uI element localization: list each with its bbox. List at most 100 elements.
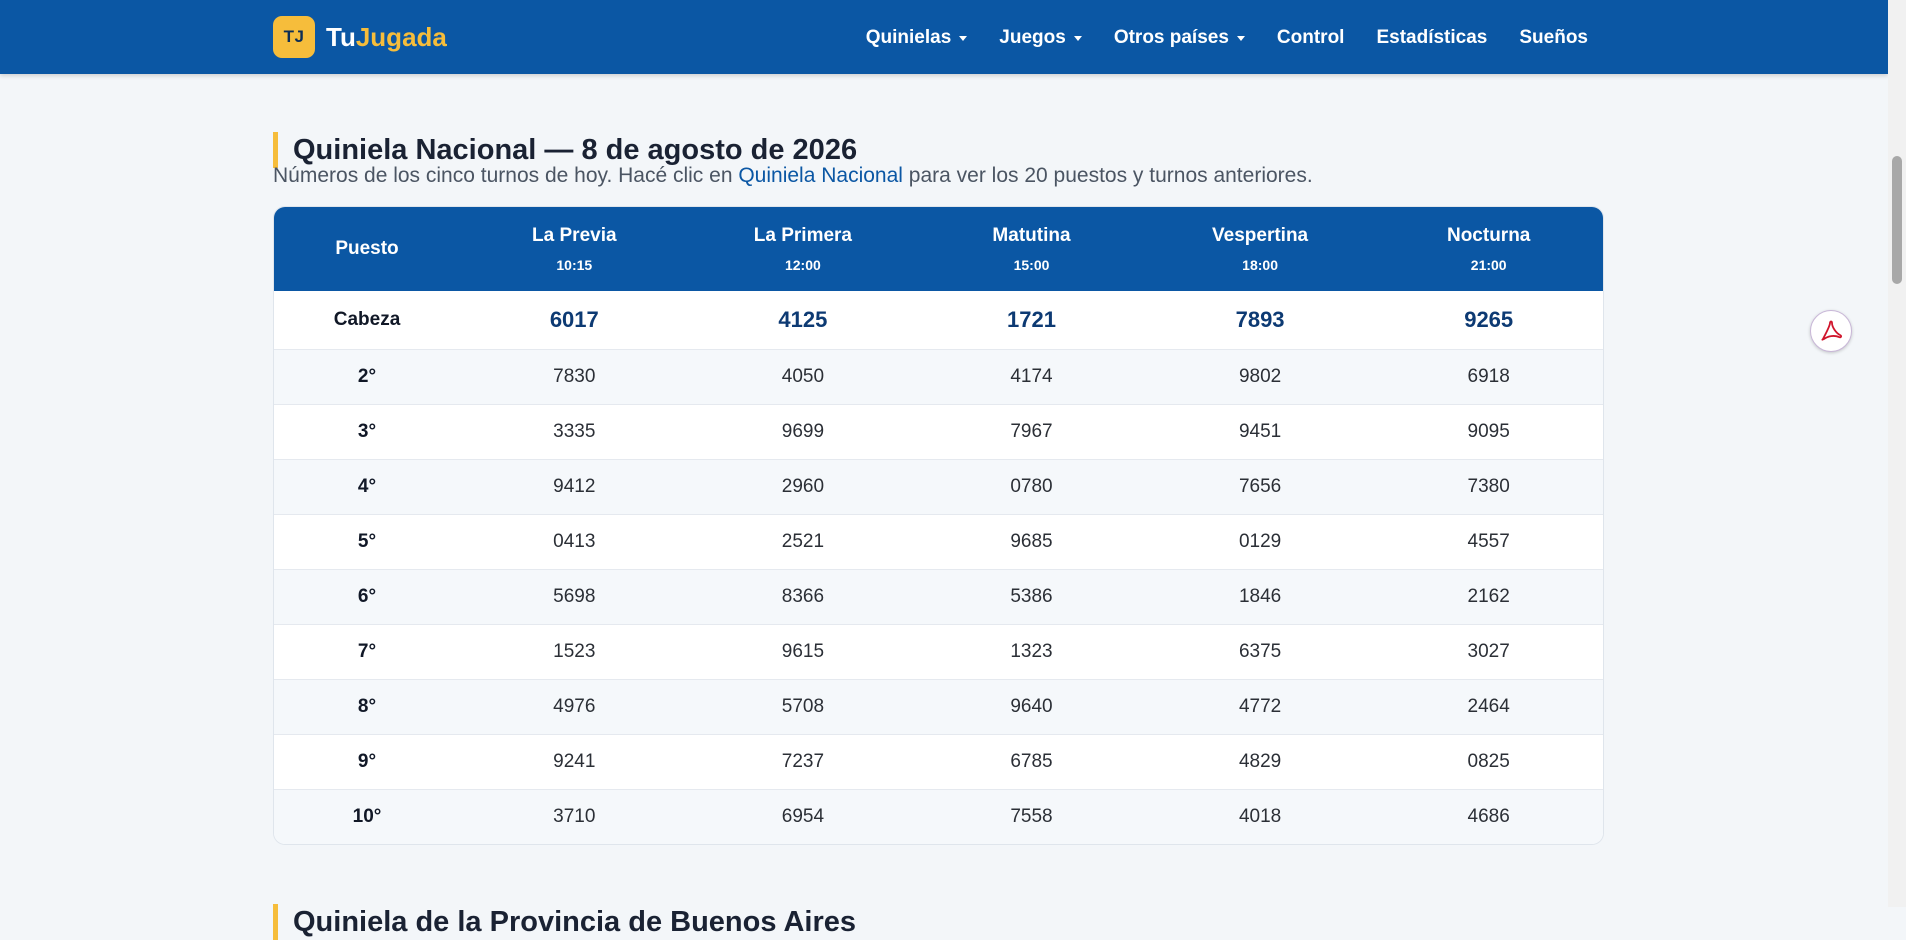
number-cell: 3027: [1374, 624, 1603, 680]
number-cell: 8366: [688, 569, 918, 625]
number-cell: 0825: [1374, 734, 1603, 790]
logo-text[interactable]: TuJugada: [326, 22, 447, 52]
nav-item-juegos[interactable]: Juegos: [999, 24, 1082, 52]
number-cell: 6375: [1145, 624, 1375, 680]
number-cell: 3335: [460, 404, 689, 460]
nav-item-control[interactable]: Control: [1277, 24, 1345, 52]
turno-name: La Primera: [753, 225, 852, 246]
puesto-cell: 5°: [274, 514, 460, 570]
number-cell: 9640: [917, 679, 1146, 735]
number-cell: 5708: [688, 679, 918, 735]
nav-item-estadísticas[interactable]: Estadísticas: [1376, 24, 1487, 52]
next-section-title: Quiniela de la Provincia de Buenos Aires: [273, 904, 856, 940]
turno-name: Vespertina: [1212, 225, 1309, 246]
logo-text-part1: Tu: [326, 22, 356, 52]
header-turno: La Primera 12:00: [688, 207, 918, 291]
number-cell: 1721: [1007, 307, 1056, 332]
number-cell: 4018: [1145, 789, 1375, 844]
number-cell: 9241: [460, 734, 689, 790]
number-cell: 1323: [917, 624, 1146, 680]
number-cell: 4976: [460, 679, 689, 735]
main-nav: Quinielas Juegos Otros países Control Estadí…: [834, 24, 1588, 52]
logo-badge[interactable]: TJ: [273, 16, 315, 58]
table-row: 7° 1523 9615 1323 6375 3027: [274, 624, 1603, 680]
number-cell: 4050: [688, 349, 918, 405]
number-cell: 6017: [549, 307, 599, 332]
number-cell: 0129: [1145, 514, 1375, 570]
header-turno: Nocturna 21:00: [1374, 207, 1603, 291]
intro-text-after: para ver los 20 puestos y turnos anterio…: [902, 164, 1313, 187]
quiniela-nacional-link[interactable]: Quiniela Nacional: [738, 164, 903, 187]
number-cell: 7380: [1374, 459, 1603, 515]
number-cell: 7558: [917, 789, 1146, 844]
page-title: Quiniela Nacional — 8 de agosto de 2026: [273, 132, 857, 169]
number-cell: 9265: [1464, 307, 1514, 332]
puesto-cell: 6°: [274, 569, 460, 625]
intro-text: Números de los cinco turnos de hoy. Hacé…: [273, 162, 1313, 190]
nav-item-label: Sueños: [1519, 27, 1588, 48]
scrollbar-thumb[interactable]: [1892, 156, 1902, 284]
nav-item-label: Otros países: [1113, 27, 1229, 48]
number-cell: 9699: [688, 404, 918, 460]
top-navbar: TJ TuJugada Quinielas Juegos Otros países C…: [0, 0, 1888, 74]
nav-item-quinielas[interactable]: Quinielas: [866, 24, 968, 52]
number-cell: 9412: [460, 459, 689, 515]
puesto-cell: 8°: [274, 679, 460, 735]
number-cell: 2521: [688, 514, 918, 570]
header-turno: La Previa 10:15: [460, 207, 689, 291]
puesto-cell: 4°: [274, 459, 460, 515]
number-cell: 2464: [1374, 679, 1603, 735]
intro-text-before: Números de los cinco turnos de hoy. Hacé…: [273, 164, 739, 187]
number-cell: 9802: [1145, 349, 1375, 405]
table-row: 4° 9412 2960 0780 7656 7380: [274, 459, 1603, 515]
number-cell: 9095: [1374, 404, 1603, 460]
number-cell: 4174: [917, 349, 1146, 405]
number-cell: 4686: [1374, 789, 1603, 844]
table-row: 8° 4976 5708 9640 4772 2464: [274, 679, 1603, 735]
table-row: 5° 0413 2521 9685 0129 4557: [274, 514, 1603, 570]
number-cell: 1523: [460, 624, 689, 680]
number-cell: 7893: [1235, 307, 1285, 332]
number-cell: 9685: [917, 514, 1146, 570]
puesto-cell: Cabeza: [333, 309, 401, 330]
chevron-down-icon: [1236, 35, 1245, 41]
chevron-down-icon: [1073, 35, 1082, 41]
table-row: 2° 7830 4050 4174 9802 6918: [274, 349, 1603, 405]
turno-time: 15:00: [1013, 257, 1050, 273]
nav-item-label: Control: [1276, 27, 1345, 48]
nav-item-sueños[interactable]: Sueños: [1519, 24, 1588, 52]
number-cell: 0413: [460, 514, 689, 570]
number-cell: 6785: [917, 734, 1146, 790]
number-cell: 7830: [460, 349, 689, 405]
number-cell: 6918: [1374, 349, 1603, 405]
table-row: 10° 3710 6954 7558 4018 4686: [274, 789, 1603, 844]
turno-name: La Previa: [532, 225, 617, 246]
number-cell: 4772: [1145, 679, 1375, 735]
header-puesto: Puesto: [274, 207, 460, 291]
nav-item-label: Quinielas: [865, 27, 952, 48]
number-cell: 4125: [778, 307, 828, 332]
pdf-button[interactable]: [1810, 310, 1852, 352]
turno-name: Matutina: [992, 225, 1071, 246]
number-cell: 7656: [1145, 459, 1375, 515]
table-row: Cabeza 6017 4125 1721 7893 9265: [274, 291, 1603, 350]
number-cell: 7967: [917, 404, 1146, 460]
puesto-cell: 3°: [274, 404, 460, 460]
puesto-cell: 9°: [274, 734, 460, 790]
puesto-cell: 10°: [274, 789, 460, 844]
nav-item-label: Juegos: [999, 27, 1066, 48]
header-turno: Vespertina 18:00: [1145, 207, 1375, 291]
nav-item-otros-países[interactable]: Otros países: [1114, 24, 1245, 52]
page-scrollbar[interactable]: [1888, 0, 1906, 907]
number-cell: 3710: [460, 789, 689, 844]
puesto-cell: 7°: [274, 624, 460, 680]
pdf-icon: [1821, 320, 1842, 341]
turno-time: 10:15: [556, 257, 593, 273]
number-cell: 9615: [688, 624, 918, 680]
number-cell: 4829: [1145, 734, 1375, 790]
number-cell: 2162: [1374, 569, 1603, 625]
nav-item-label: Estadísticas: [1376, 27, 1488, 48]
table-row: 3° 3335 9699 7967 9451 9095: [274, 404, 1603, 460]
number-cell: 2960: [688, 459, 918, 515]
number-cell: 6954: [688, 789, 918, 844]
